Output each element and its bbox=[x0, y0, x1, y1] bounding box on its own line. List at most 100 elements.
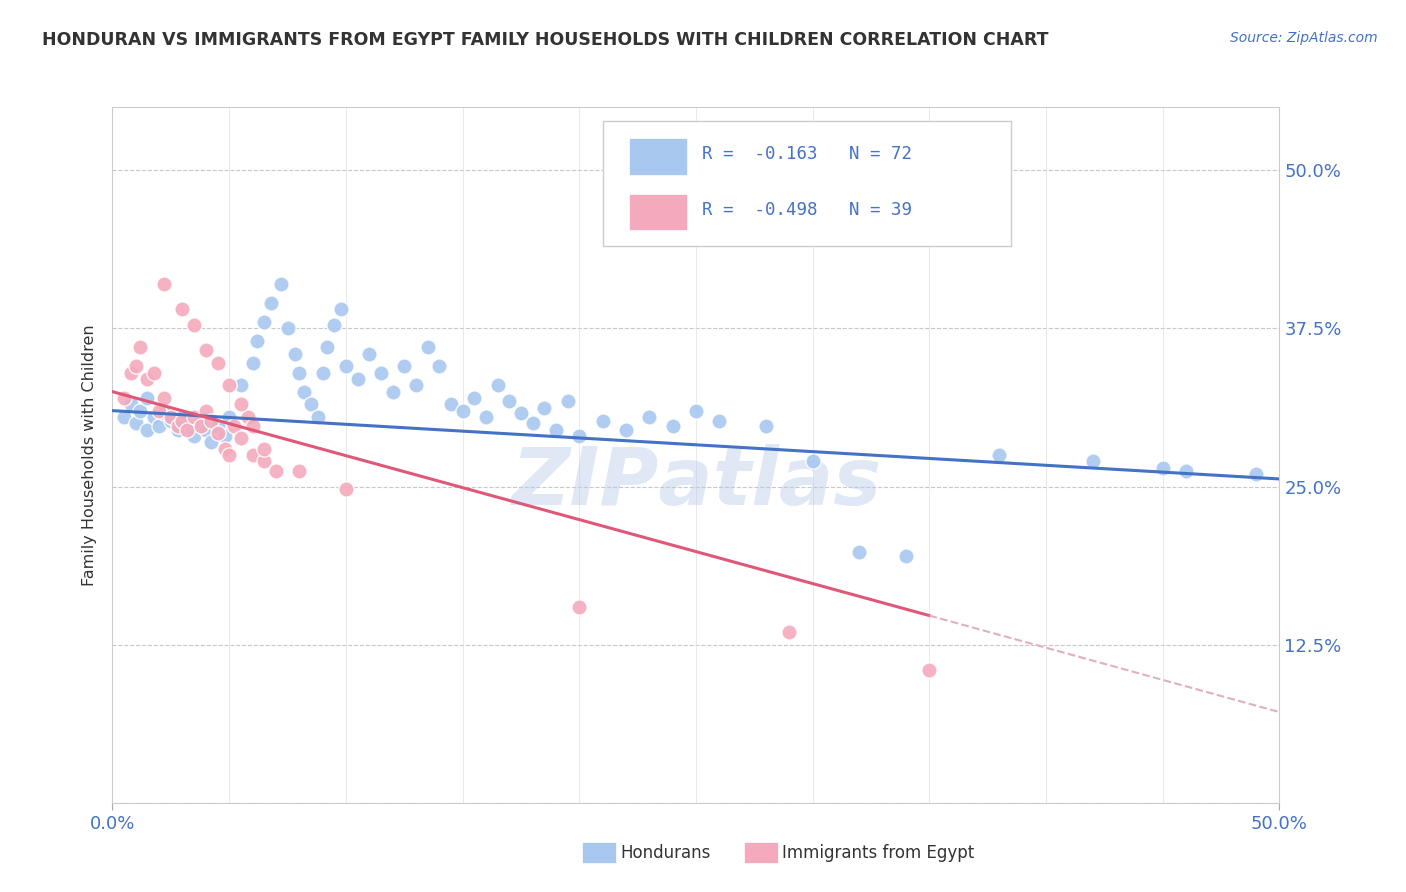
Point bbox=[246, 334, 269, 348]
Text: R =  -0.163   N = 72: R = -0.163 N = 72 bbox=[702, 145, 912, 163]
Point bbox=[160, 409, 183, 424]
Point bbox=[557, 393, 579, 408]
Point bbox=[475, 409, 498, 424]
Point bbox=[918, 663, 941, 677]
Point bbox=[264, 464, 287, 478]
Point bbox=[125, 417, 148, 431]
Point bbox=[486, 378, 509, 392]
Point bbox=[120, 366, 142, 380]
Point bbox=[125, 359, 148, 374]
Point bbox=[638, 409, 661, 424]
Point bbox=[194, 423, 217, 437]
Point bbox=[288, 366, 311, 380]
Point bbox=[242, 355, 264, 369]
Point bbox=[129, 340, 152, 354]
Point bbox=[200, 435, 222, 450]
Point bbox=[568, 429, 591, 443]
Point bbox=[1175, 464, 1198, 478]
Text: R =  -0.498   N = 39: R = -0.498 N = 39 bbox=[702, 201, 912, 219]
Point bbox=[172, 409, 194, 424]
Point bbox=[160, 414, 183, 428]
Point bbox=[253, 454, 276, 468]
Text: HONDURAN VS IMMIGRANTS FROM EGYPT FAMILY HOUSEHOLDS WITH CHILDREN CORRELATION CH: HONDURAN VS IMMIGRANTS FROM EGYPT FAMILY… bbox=[42, 31, 1049, 49]
Point bbox=[1152, 460, 1174, 475]
Point bbox=[533, 401, 555, 416]
Point bbox=[894, 549, 917, 563]
Point bbox=[207, 426, 229, 441]
Point bbox=[166, 418, 188, 433]
Point bbox=[801, 454, 824, 468]
Point bbox=[335, 359, 357, 374]
Y-axis label: Family Households with Children: Family Households with Children bbox=[82, 324, 97, 586]
Point bbox=[370, 366, 392, 380]
Text: Source: ZipAtlas.com: Source: ZipAtlas.com bbox=[1230, 31, 1378, 45]
Point bbox=[222, 418, 245, 433]
Point bbox=[129, 403, 152, 417]
Point bbox=[299, 397, 322, 411]
Point bbox=[1244, 467, 1267, 481]
Point bbox=[260, 296, 283, 310]
Point bbox=[229, 432, 252, 446]
Point bbox=[172, 414, 194, 428]
Point bbox=[440, 397, 463, 411]
Point bbox=[381, 384, 404, 399]
Point bbox=[136, 372, 159, 386]
Point bbox=[207, 418, 229, 433]
Point bbox=[172, 302, 194, 317]
FancyBboxPatch shape bbox=[603, 121, 1011, 246]
Point bbox=[148, 403, 170, 417]
Point bbox=[288, 464, 311, 478]
Point bbox=[207, 355, 229, 369]
Point bbox=[136, 391, 159, 405]
Point bbox=[194, 343, 217, 357]
Point bbox=[253, 442, 276, 456]
Text: ZIP​atlas: ZIP​atlas bbox=[510, 443, 882, 522]
Point bbox=[330, 302, 353, 317]
FancyBboxPatch shape bbox=[630, 138, 686, 175]
Point bbox=[359, 347, 381, 361]
Point bbox=[242, 418, 264, 433]
Point bbox=[463, 391, 485, 405]
Point bbox=[153, 391, 176, 405]
Point bbox=[242, 448, 264, 462]
Point bbox=[416, 340, 439, 354]
Point bbox=[190, 414, 212, 428]
Point bbox=[778, 625, 800, 640]
Point bbox=[661, 418, 683, 433]
FancyBboxPatch shape bbox=[630, 194, 686, 230]
Point bbox=[709, 414, 731, 428]
Point bbox=[229, 397, 252, 411]
Point bbox=[292, 384, 315, 399]
Point bbox=[218, 378, 240, 392]
Point bbox=[392, 359, 416, 374]
Point bbox=[427, 359, 450, 374]
Point bbox=[214, 429, 236, 443]
Point bbox=[120, 397, 142, 411]
Point bbox=[509, 406, 531, 420]
Point bbox=[405, 378, 427, 392]
Point bbox=[522, 417, 544, 431]
Point bbox=[614, 423, 637, 437]
Text: Hondurans: Hondurans bbox=[620, 844, 710, 862]
Point bbox=[311, 366, 333, 380]
Point bbox=[183, 318, 205, 332]
Text: Immigrants from Egypt: Immigrants from Egypt bbox=[782, 844, 974, 862]
Point bbox=[848, 545, 870, 559]
Point bbox=[544, 423, 567, 437]
Point bbox=[451, 403, 474, 417]
Point bbox=[283, 347, 305, 361]
Point bbox=[153, 406, 176, 420]
Point bbox=[112, 391, 135, 405]
Point bbox=[346, 372, 368, 386]
Point bbox=[685, 403, 707, 417]
Point bbox=[143, 366, 166, 380]
Point bbox=[755, 418, 778, 433]
Point bbox=[218, 409, 240, 424]
Point bbox=[143, 409, 166, 424]
Point bbox=[190, 418, 212, 433]
Point bbox=[166, 423, 188, 437]
Point bbox=[200, 414, 222, 428]
Point bbox=[183, 409, 205, 424]
Point bbox=[316, 340, 339, 354]
Point bbox=[988, 448, 1011, 462]
